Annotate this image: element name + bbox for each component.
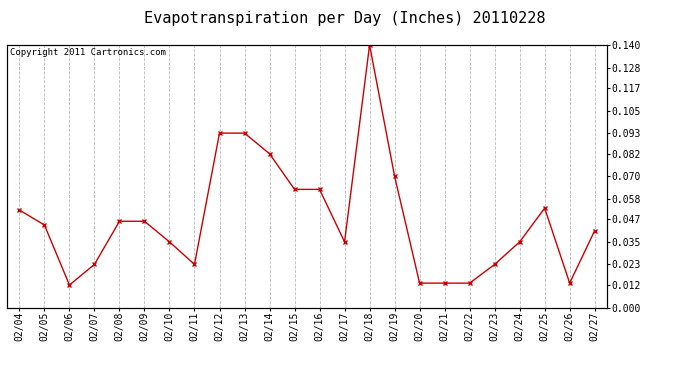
Text: Copyright 2011 Cartronics.com: Copyright 2011 Cartronics.com xyxy=(10,48,166,57)
Text: Evapotranspiration per Day (Inches) 20110228: Evapotranspiration per Day (Inches) 2011… xyxy=(144,11,546,26)
